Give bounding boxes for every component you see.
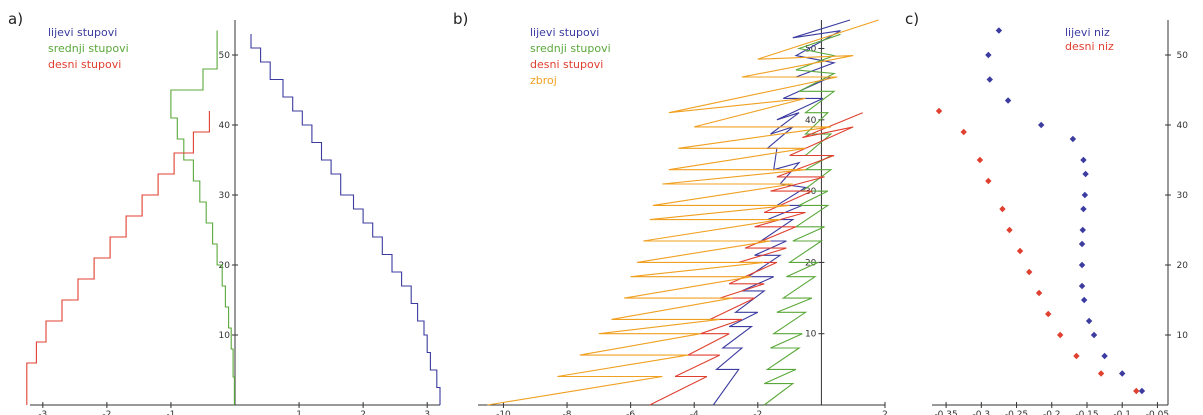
- y-tick-label: 40: [805, 116, 817, 126]
- scatter-point: [1082, 170, 1089, 178]
- y-tick-label: 50: [1177, 51, 1189, 61]
- panel-label: c): [905, 10, 919, 28]
- legend-entry: srednji stupovi: [48, 42, 129, 55]
- y-tick-label: 50: [219, 51, 231, 61]
- scatter-point: [1057, 331, 1064, 339]
- series-line-b-2: [649, 112, 863, 406]
- legend-entry: lijevi stupovi: [530, 26, 599, 39]
- x-tick-label: 2: [882, 410, 888, 415]
- y-tick-label: 40: [1177, 121, 1189, 131]
- scatter-point: [960, 128, 967, 136]
- legend-entry: lijevi stupovi: [48, 26, 117, 39]
- scatter-point: [1097, 370, 1105, 377]
- panel-label: a): [8, 10, 23, 28]
- scatter-point: [1079, 226, 1086, 234]
- y-tick-label: 30: [219, 191, 231, 201]
- scatter-point: [1035, 289, 1043, 297]
- scatter-point: [1069, 135, 1077, 143]
- x-tick-label: -0.1: [1113, 410, 1131, 415]
- y-tick-label: 10: [1177, 331, 1189, 341]
- y-tick-label: 30: [1177, 191, 1189, 201]
- legend-entry: desni niz: [1065, 40, 1114, 53]
- scatter-point: [1073, 352, 1080, 360]
- x-tick-label: 1: [296, 410, 302, 415]
- scatter-point: [1045, 310, 1052, 318]
- legend-entry: desni stupovi: [48, 58, 121, 71]
- scatter-point: [1133, 387, 1140, 395]
- panel-c: -0.35 -0.3 -0.25 -0.2 -0.15 -0.1 -0.05 10 20 30 40…: [905, 10, 1188, 415]
- x-tick-label: -0.35: [934, 410, 957, 415]
- scatter-point: [1026, 268, 1033, 276]
- scatter-point: [1081, 191, 1089, 199]
- scatter-point: [1006, 226, 1013, 234]
- scatter-point: [1080, 156, 1087, 164]
- legend-entry: srednji stupovi: [530, 42, 611, 55]
- series-line-b-3: [487, 19, 879, 406]
- x-tick-label: 3: [424, 410, 430, 415]
- x-tick-label: -2: [753, 410, 762, 415]
- scatter-point: [1078, 282, 1086, 290]
- y-tick-label: 10: [805, 330, 817, 340]
- x-tick-label: -10: [496, 410, 511, 415]
- x-tick-label: -3: [38, 410, 47, 415]
- scatter-point: [1080, 296, 1088, 304]
- scatter-point: [1101, 352, 1108, 360]
- legend-entry: zbroj: [530, 74, 557, 87]
- scatter-point: [1078, 261, 1086, 269]
- x-tick-label: -4: [690, 410, 699, 415]
- scatter-point: [995, 27, 1003, 34]
- scatter-point: [1004, 97, 1012, 104]
- x-tick-label: -0.15: [1075, 410, 1098, 415]
- y-tick-label: 20: [805, 258, 817, 268]
- y-tick-label: 50: [805, 45, 817, 55]
- y-tick-label: 20: [1177, 261, 1189, 271]
- panel-a: -3 -2 -1 1 2 3 10 20 30 40 50 a) lijevi stupovi sredn…: [8, 10, 441, 415]
- legend-entry: lijevi niz: [1065, 26, 1110, 39]
- scatter-point: [1085, 317, 1093, 325]
- scatter-point: [985, 51, 992, 59]
- scatter-point: [1037, 121, 1045, 129]
- series-line-a-1: [170, 30, 235, 405]
- x-tick-label: -0.3: [973, 410, 991, 415]
- legend-entry: desni stupovi: [530, 58, 603, 71]
- x-tick-label: -0.25: [1005, 410, 1028, 415]
- x-tick-label: -0.05: [1146, 410, 1169, 415]
- series-line-a-0: [250, 34, 441, 405]
- scatter-point: [1138, 387, 1146, 395]
- scatter-point: [1090, 331, 1098, 339]
- y-tick-label: 10: [219, 331, 231, 341]
- y-tick-label: 20: [219, 261, 231, 271]
- x-tick-label: 2: [360, 410, 366, 415]
- scatter-point: [1080, 205, 1087, 213]
- scatter-point: [1119, 370, 1126, 377]
- scatter-point: [985, 177, 992, 185]
- series-line-a-2: [26, 111, 210, 405]
- x-tick-label: -2: [102, 410, 111, 415]
- x-tick-label: -8: [563, 410, 572, 415]
- scatter-point: [1016, 247, 1024, 255]
- scatter-point: [999, 205, 1006, 213]
- scatter-point: [976, 156, 984, 164]
- panel-label: b): [453, 10, 468, 28]
- x-tick-label: -0.2: [1043, 410, 1061, 415]
- x-tick-label: -6: [626, 410, 635, 415]
- scatter-point: [935, 107, 943, 115]
- scatter-point: [986, 76, 993, 83]
- y-tick-label: 40: [219, 121, 231, 131]
- series-line-b-1: [763, 33, 841, 406]
- x-tick-label: -1: [166, 410, 175, 415]
- scatter-point: [1078, 240, 1086, 248]
